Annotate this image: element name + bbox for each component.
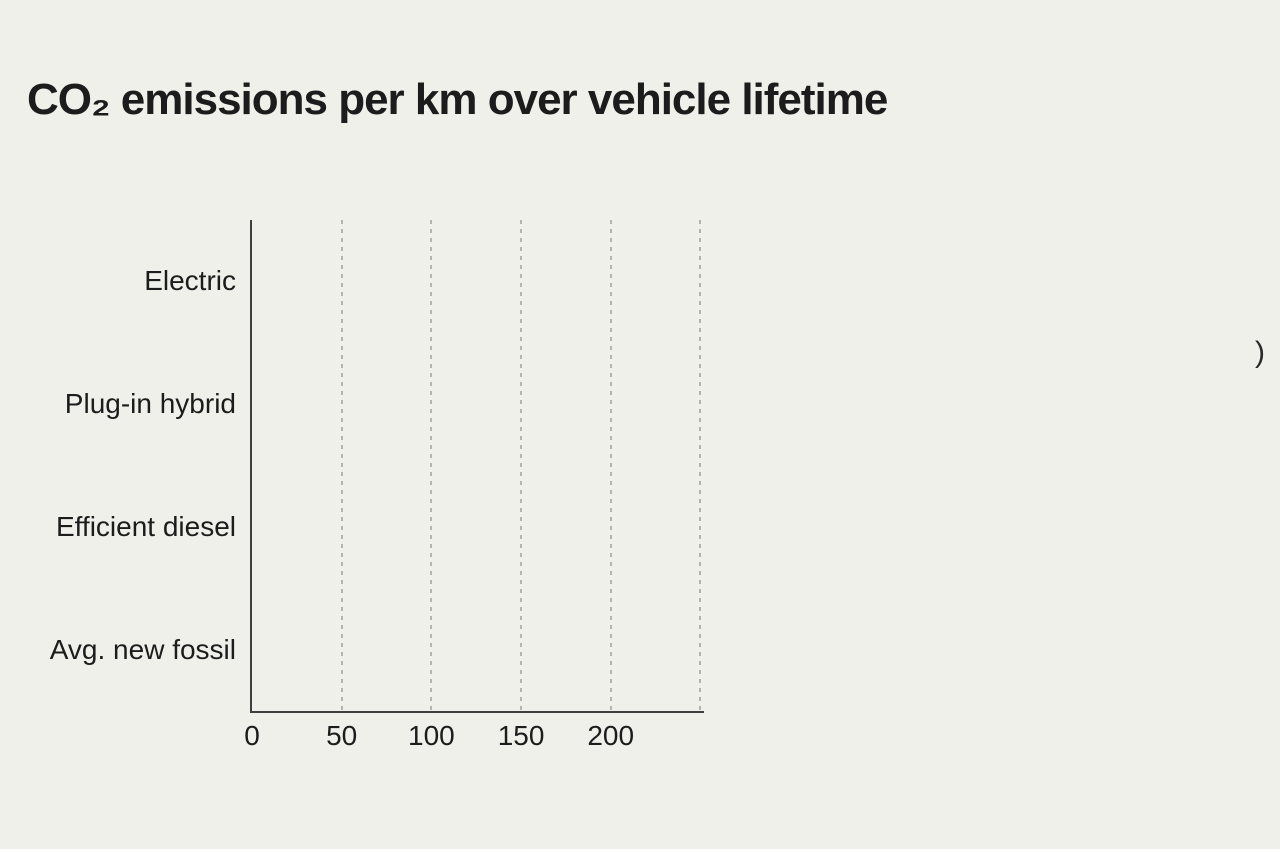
plot-area bbox=[250, 220, 704, 713]
gridline-150 bbox=[520, 220, 523, 711]
x-axis-tick-labels: 0 50 100 150 200 bbox=[244, 720, 704, 756]
category-label: Plug-in hybrid bbox=[64, 388, 236, 420]
gridline-250 bbox=[699, 220, 702, 711]
gridline-200 bbox=[609, 220, 612, 711]
category-label: Efficient diesel bbox=[55, 510, 236, 542]
clipped-text-fragment: ) bbox=[1255, 336, 1265, 369]
y-axis-category-labels: Electric Plug-in hybrid Efficient diesel Av… bbox=[0, 220, 236, 711]
category-label: Avg. new fossil bbox=[49, 633, 236, 665]
x-tick-label-0: 0 bbox=[244, 720, 260, 751]
x-tick-label-150: 150 bbox=[497, 720, 545, 751]
gridline-100 bbox=[430, 220, 433, 711]
x-tick-label-50: 50 bbox=[326, 720, 358, 751]
category-label: Electric bbox=[144, 265, 236, 297]
gridline-50 bbox=[340, 220, 343, 711]
chart-title: CO₂ emissions per km over vehicle lifeti… bbox=[27, 75, 888, 124]
bottom-edge-strip bbox=[0, 849, 1280, 852]
x-tick-label-200: 200 bbox=[587, 720, 635, 751]
x-tick-label-100: 100 bbox=[408, 720, 455, 751]
